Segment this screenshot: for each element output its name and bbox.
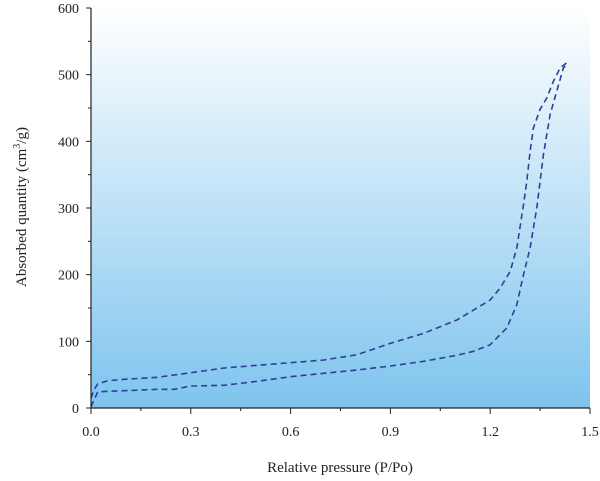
- desorption-branch-line: [90, 62, 568, 399]
- y-tick-label: 400: [58, 135, 79, 150]
- y-axis-title-unit: /g): [14, 127, 30, 144]
- ticks-layer: 0 100 200 300 400 500 600 0.0 0.3 0.6 0.9 1.2 1.5: [58, 2, 599, 440]
- y-tick-label: 200: [58, 269, 79, 284]
- x-axis-title: Relative pressure (P/Po): [267, 460, 413, 476]
- y-tick-label: 600: [58, 2, 79, 17]
- x-tick-label: 1.2: [481, 425, 499, 440]
- adsorption-branch-line: [90, 64, 568, 408]
- y-axis-title-superscript: 3: [12, 144, 23, 149]
- y-tick-label: 0: [72, 402, 79, 417]
- y-tick-label: 500: [58, 69, 79, 84]
- y-axis-title: Absorbed quantity (cm3/g): [12, 127, 30, 287]
- x-tick-label: 0.3: [182, 425, 200, 440]
- plot-area: [91, 8, 590, 408]
- x-tick-label: 0.0: [82, 425, 100, 440]
- x-tick-label: 0.9: [382, 425, 400, 440]
- y-tick-label: 100: [58, 335, 79, 350]
- series-layer: [90, 62, 568, 408]
- x-tick-label: 1.5: [581, 425, 599, 440]
- y-tick-label: 300: [58, 202, 79, 217]
- y-axis-title-main: Absorbed quantity (cm: [14, 148, 30, 287]
- x-tick-label: 0.6: [282, 425, 300, 440]
